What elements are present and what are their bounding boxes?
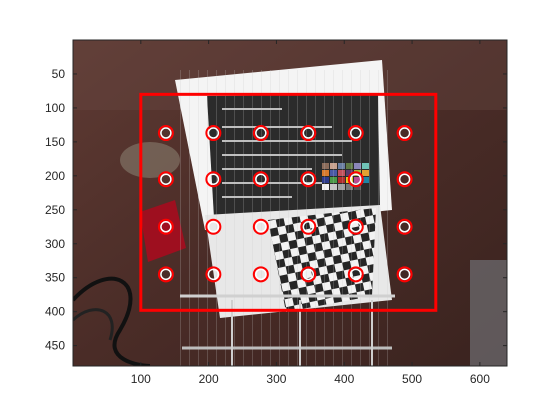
marker-point-inner <box>160 127 172 139</box>
marker-point <box>205 171 222 188</box>
marker-point-inner <box>160 173 172 185</box>
marker-point <box>157 266 174 283</box>
marker-point <box>300 125 317 142</box>
marker-point <box>396 218 413 235</box>
marker-point <box>205 266 222 283</box>
marker-point-inner <box>398 268 411 281</box>
marker-point <box>157 125 174 142</box>
y-axis-ticks: 50 100 150 200 250 300 350 400 450 <box>45 67 507 353</box>
x-tick-label: 400 <box>334 372 354 386</box>
marker-point <box>205 125 222 142</box>
marker-point <box>205 218 222 235</box>
marker-point <box>252 125 269 142</box>
marker-point-inner <box>398 173 411 185</box>
y-tick-label: 100 <box>45 101 65 115</box>
marker-point-inner <box>207 173 220 185</box>
marker-point-inner <box>160 268 172 281</box>
y-tick-label: 200 <box>45 169 65 183</box>
x-tick-label: 300 <box>266 372 286 386</box>
marker-point-inner <box>302 127 315 139</box>
marker-point <box>347 171 364 188</box>
marker-point-inner <box>302 268 315 281</box>
marker-point-inner <box>302 221 315 233</box>
x-tick-label: 500 <box>402 372 422 386</box>
marker-point <box>300 171 317 188</box>
marker-point <box>347 125 364 142</box>
marker-point <box>347 266 364 283</box>
marker-point-inner <box>350 173 362 185</box>
y-tick-label: 400 <box>45 305 65 319</box>
marker-point <box>396 125 413 142</box>
marker-point <box>396 266 413 283</box>
marker-point <box>347 218 364 235</box>
marker-point-inner <box>255 268 267 281</box>
marker-point <box>157 171 174 188</box>
y-tick-label: 250 <box>45 203 65 217</box>
marker-point <box>157 218 174 235</box>
marker-point-inner <box>350 221 362 233</box>
marker-point-inner <box>350 268 362 281</box>
x-tick-label: 600 <box>470 372 490 386</box>
marker-point-inner <box>398 221 411 233</box>
marker-point-inner <box>302 173 315 185</box>
region-rectangle <box>139 92 438 312</box>
axes-box <box>72 39 508 367</box>
y-tick-label: 450 <box>45 339 65 353</box>
marker-point-inner <box>398 127 411 139</box>
marker-point-inner <box>255 221 267 233</box>
y-tick-label: 150 <box>45 135 65 149</box>
x-axis-ticks: 100 200 300 400 500 600 <box>131 40 490 386</box>
marker-point <box>300 266 317 283</box>
marker-point-inner <box>255 127 267 139</box>
marker-point <box>396 171 413 188</box>
marker-point-inner <box>255 173 267 185</box>
marker-point <box>252 171 269 188</box>
marker-point-inner <box>350 127 362 139</box>
x-tick-label: 100 <box>131 372 151 386</box>
marker-point <box>300 218 317 235</box>
y-tick-label: 300 <box>45 237 65 251</box>
photo-background <box>73 40 507 366</box>
marker-point-inner <box>207 127 220 139</box>
y-tick-label: 50 <box>52 67 66 81</box>
marker-point-inner <box>207 268 220 281</box>
marker-point-inner <box>160 221 172 233</box>
marker-point <box>252 218 269 235</box>
marker-point <box>252 266 269 283</box>
marker-point-inner <box>207 221 220 233</box>
x-tick-label: 200 <box>199 372 219 386</box>
y-tick-label: 350 <box>45 271 65 285</box>
overlay <box>139 92 438 312</box>
